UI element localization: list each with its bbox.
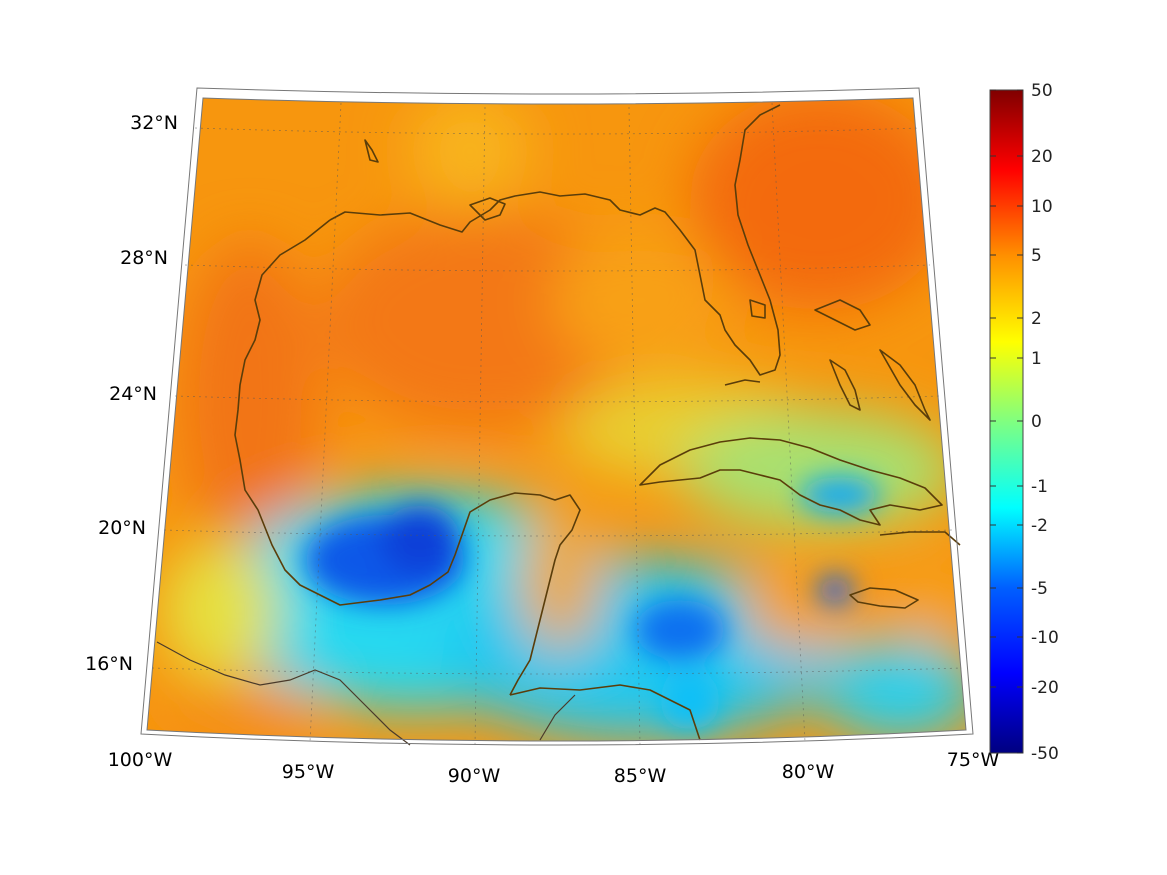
lon-label-95w: 95°W: [282, 761, 335, 783]
coastlines: [234, 104, 961, 741]
colorbar-tick-label: -50: [1031, 744, 1059, 764]
lat-label-32n: 32°N: [130, 112, 178, 134]
lat-label-28n: 28°N: [120, 247, 168, 269]
map-outer-frame: [140, 87, 974, 746]
lat-label-24n: 24°N: [109, 383, 157, 405]
colorbar-tick-label: 20: [1031, 147, 1053, 167]
colorbar-tick-label: 50: [1031, 81, 1053, 101]
lat-label-20n: 20°N: [98, 517, 146, 539]
anomaly-field: [147, 98, 966, 741]
colorbar-tick-label: 10: [1031, 197, 1053, 217]
colorbar-tick-label: 2: [1031, 309, 1042, 329]
lon-label-100w: 100°W: [108, 749, 173, 771]
lon-label-75w: 75°W: [947, 749, 1000, 771]
map-frame: [146, 97, 967, 742]
colorbar-tick-label: 1: [1031, 349, 1042, 369]
lon-label-90w: 90°W: [448, 765, 501, 787]
latitude-labels: 32°N 28°N 24°N 20°N 16°N: [85, 112, 178, 675]
lon-label-80w: 80°W: [782, 761, 835, 783]
colorbar-tick-label: -10: [1031, 628, 1059, 648]
colorbar-tick-label: 5: [1031, 246, 1042, 266]
longitude-labels: 100°W 95°W 90°W 85°W 80°W 75°W: [108, 749, 1000, 787]
lon-label-85w: 85°W: [614, 765, 667, 787]
colorbar-tick-label: -1: [1031, 477, 1048, 497]
graticule: [151, 102, 963, 747]
colorbar-tick-label: -5: [1031, 579, 1048, 599]
country-borders: [156, 641, 576, 746]
lat-label-16n: 16°N: [85, 653, 133, 675]
colorbar-tick-label: 0: [1031, 412, 1042, 432]
colorbar-tick-label: -2: [1031, 516, 1048, 536]
colorbar-tick-label: -20: [1031, 678, 1059, 698]
